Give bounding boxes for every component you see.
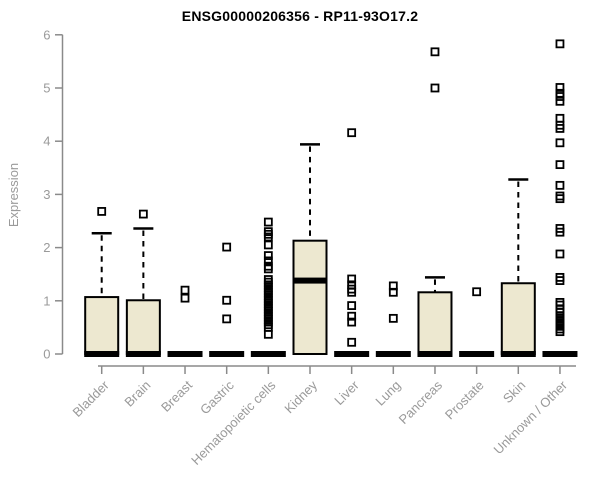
- box-group: [500, 178, 536, 357]
- y-tick-label: 1: [43, 293, 50, 308]
- median-line: [125, 351, 161, 357]
- outlier-point: [555, 297, 565, 307]
- box-group: [209, 242, 245, 357]
- outlier-point: [555, 272, 565, 282]
- y-tick-label: 6: [43, 27, 50, 42]
- box-group: [125, 209, 161, 357]
- outlier-point: [347, 274, 357, 284]
- box-rect: [84, 296, 120, 355]
- box-group: [292, 143, 328, 356]
- box-group: [84, 207, 120, 357]
- outlier-point: [430, 83, 440, 93]
- median-line: [459, 351, 495, 357]
- outlier-point: [222, 242, 232, 252]
- box-rect: [292, 239, 328, 356]
- box-group: [375, 281, 411, 357]
- outlier-point: [555, 88, 565, 98]
- x-tick-label: Kidney: [281, 377, 320, 416]
- median-line: [209, 351, 245, 357]
- box-group: [417, 47, 453, 357]
- median-line: [84, 351, 120, 357]
- x-tick-label: Bladder: [70, 377, 113, 420]
- x-tick-label: Pancreas: [396, 377, 446, 427]
- box-group: [334, 128, 370, 357]
- box-group: [542, 39, 578, 357]
- outlier-point: [138, 209, 148, 219]
- median-line: [250, 351, 286, 357]
- outlier-point: [180, 285, 190, 295]
- outlier-point: [222, 295, 232, 305]
- box-group: [459, 287, 495, 357]
- y-tick-label: 3: [43, 187, 50, 202]
- outlier-point: [555, 138, 565, 148]
- box-rect: [125, 299, 161, 356]
- outlier-point: [347, 128, 357, 138]
- outlier-point: [555, 180, 565, 190]
- outlier-point: [263, 256, 273, 266]
- outlier-point: [430, 47, 440, 57]
- y-axis: 0 1 2 3 4 5 6: [43, 27, 64, 362]
- outlier-point: [555, 39, 565, 49]
- median-line: [167, 351, 203, 357]
- outlier-point: [555, 160, 565, 170]
- outlier-point: [347, 280, 357, 290]
- median-line: [334, 351, 370, 357]
- outlier-point: [555, 224, 565, 233]
- box-rect: [417, 291, 453, 355]
- outlier-point: [180, 293, 190, 303]
- outlier-point: [263, 217, 273, 227]
- x-tick-label: Unknown / Other: [490, 377, 570, 457]
- outlier-point: [388, 313, 398, 323]
- outlier-point: [263, 251, 273, 260]
- x-tick-label: Lung: [372, 378, 403, 409]
- outlier-point: [555, 113, 565, 123]
- outlier-point: [347, 317, 357, 327]
- x-tick-label: Breast: [158, 377, 195, 414]
- box-rect: [500, 282, 536, 355]
- outlier-point: [555, 83, 565, 92]
- outlier-point: [472, 287, 482, 297]
- box-group: [167, 285, 203, 357]
- median-line: [417, 351, 453, 357]
- y-tick-label: 2: [43, 240, 50, 255]
- outlier-point: [263, 240, 273, 250]
- median-line: [292, 277, 328, 284]
- x-tick-label: Brain: [121, 378, 153, 410]
- outlier-point: [263, 329, 273, 339]
- median-line: [375, 351, 411, 357]
- x-tick-label: Prostate: [442, 378, 487, 423]
- outlier-point: [555, 249, 565, 259]
- median-line: [500, 351, 536, 357]
- x-tick-label: Gastric: [197, 377, 237, 417]
- outlier-point: [263, 261, 273, 271]
- outlier-point: [97, 207, 107, 216]
- median-line: [542, 351, 578, 357]
- y-tick-label: 4: [43, 134, 50, 149]
- outlier-point: [347, 337, 357, 347]
- y-tick-label: 5: [43, 81, 50, 96]
- x-tick-label: Liver: [331, 377, 362, 408]
- outlier-point: [347, 301, 357, 310]
- box-group: [250, 217, 286, 357]
- chart-title: ENSG00000206356 - RP11-93O17.2: [181, 8, 419, 24]
- outlier-point: [347, 311, 357, 321]
- outlier-point: [263, 227, 273, 237]
- outlier-point: [555, 96, 565, 106]
- outlier-point: [388, 281, 398, 291]
- outlier-point: [555, 191, 565, 201]
- outlier-point: [263, 275, 273, 284]
- outlier-point: [222, 314, 232, 324]
- y-tick-label: 0: [43, 347, 50, 362]
- x-tick-label: Skin: [500, 378, 528, 406]
